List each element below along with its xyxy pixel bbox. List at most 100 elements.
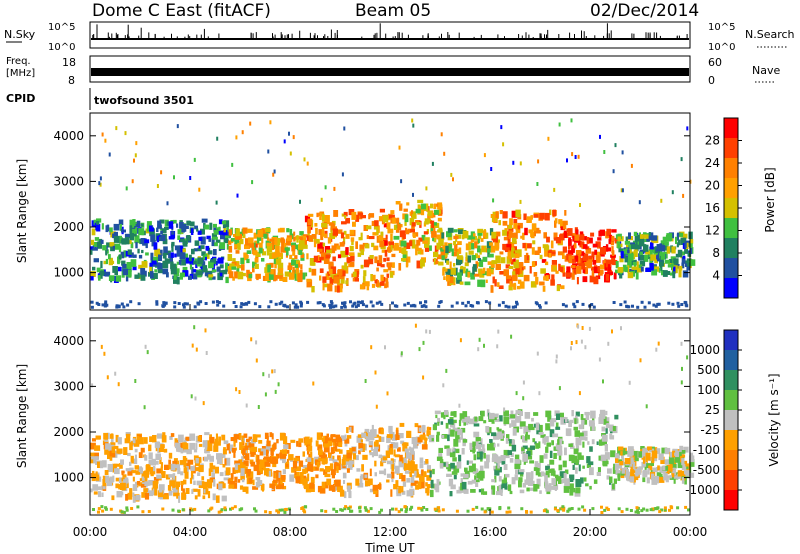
heatmap-cell bbox=[273, 277, 277, 282]
heatmap-cell bbox=[617, 473, 621, 481]
heatmap-cell bbox=[125, 433, 131, 442]
heatmap-cell bbox=[141, 510, 145, 514]
heatmap-cell bbox=[519, 161, 522, 166]
heatmap-cell bbox=[129, 300, 133, 304]
heatmap-cell bbox=[484, 232, 489, 239]
heatmap-cell bbox=[589, 485, 592, 490]
heatmap-cell bbox=[322, 304, 326, 308]
heatmap-cell bbox=[533, 228, 536, 237]
heatmap-cell bbox=[640, 446, 645, 450]
heatmap-cell bbox=[518, 469, 525, 473]
heatmap-cell bbox=[323, 257, 330, 264]
heatmap-cell bbox=[589, 257, 594, 262]
heatmap-cell bbox=[369, 488, 374, 493]
heatmap-cell bbox=[373, 448, 378, 457]
heatmap-cell bbox=[317, 242, 324, 249]
heatmap-cell bbox=[378, 255, 383, 264]
heatmap-cell bbox=[568, 421, 572, 428]
heatmap-cell bbox=[321, 481, 327, 489]
heatmap-cell bbox=[254, 240, 259, 245]
heatmap-cell bbox=[364, 474, 368, 478]
heatmap-cell bbox=[266, 250, 270, 256]
velocity-heatmap bbox=[90, 323, 695, 514]
heatmap-cell bbox=[548, 253, 552, 258]
heatmap-cell bbox=[411, 222, 416, 227]
heatmap-cell bbox=[513, 218, 518, 223]
heatmap-cell bbox=[297, 273, 303, 282]
heatmap-cell bbox=[498, 507, 502, 511]
heatmap-cell bbox=[289, 474, 295, 482]
heatmap-cell bbox=[285, 463, 289, 468]
heatmap-cell bbox=[510, 414, 516, 419]
heatmap-cell bbox=[101, 509, 105, 513]
heatmap-cell bbox=[614, 143, 617, 148]
heatmap-cell bbox=[648, 232, 651, 236]
heatmap-cell bbox=[228, 484, 235, 489]
heatmap-cell bbox=[442, 245, 446, 250]
heatmap-cell bbox=[104, 470, 109, 475]
heatmap-cell bbox=[512, 428, 517, 436]
heatmap-cell bbox=[244, 445, 249, 450]
heatmap-cell bbox=[546, 410, 552, 415]
heatmap-cell bbox=[390, 244, 393, 251]
heatmap-cell bbox=[102, 479, 107, 487]
heatmap-cell bbox=[676, 264, 680, 269]
xtick-label: 20:00 bbox=[573, 525, 608, 539]
heatmap-cell bbox=[424, 241, 430, 248]
heatmap-cell bbox=[474, 273, 480, 277]
heatmap-cell bbox=[613, 478, 617, 484]
heatmap-cell bbox=[120, 228, 124, 233]
heatmap-cell bbox=[611, 229, 617, 233]
heatmap-cell bbox=[627, 450, 633, 457]
heatmap-cell bbox=[402, 442, 409, 446]
heatmap-cell bbox=[115, 305, 119, 309]
heatmap-cell bbox=[423, 231, 429, 235]
heatmap-cell bbox=[432, 424, 437, 431]
heatmap-cell bbox=[219, 472, 224, 477]
heatmap-cell bbox=[526, 487, 530, 492]
heatmap-cell bbox=[240, 302, 244, 306]
heatmap-cell bbox=[193, 507, 197, 511]
heatmap-cell bbox=[292, 251, 296, 256]
heatmap-cell bbox=[687, 252, 691, 257]
heatmap-cell bbox=[152, 490, 155, 496]
heatmap-cell bbox=[687, 508, 690, 512]
heatmap-cell bbox=[474, 241, 478, 249]
heatmap-cell bbox=[106, 432, 110, 440]
heatmap-cell bbox=[471, 304, 475, 308]
heatmap-cell bbox=[440, 247, 444, 252]
heatmap-cell bbox=[487, 443, 492, 451]
heatmap-cell bbox=[119, 463, 123, 469]
heatmap-cell bbox=[226, 443, 231, 451]
heatmap-cell bbox=[275, 245, 280, 254]
heatmap-cell bbox=[256, 236, 260, 244]
heatmap-cell bbox=[109, 507, 113, 511]
heatmap-cell bbox=[467, 255, 471, 263]
heatmap-cell bbox=[628, 244, 632, 252]
heatmap-cell bbox=[298, 460, 304, 467]
heatmap-cell bbox=[202, 255, 206, 260]
heatmap-cell bbox=[284, 247, 290, 251]
heatmap-cell bbox=[663, 508, 667, 512]
heatmap-cell bbox=[579, 203, 581, 207]
heatmap-cell bbox=[321, 222, 327, 228]
heatmap-cell bbox=[255, 243, 258, 248]
heatmap-cell bbox=[661, 447, 668, 454]
heatmap-cell bbox=[413, 480, 419, 484]
heatmap-cell bbox=[581, 302, 585, 306]
heatmap-cell bbox=[135, 227, 138, 234]
heatmap-cell bbox=[450, 267, 456, 275]
heatmap-cell bbox=[419, 301, 422, 305]
heatmap-cell bbox=[655, 347, 658, 352]
heatmap-cell bbox=[160, 230, 163, 235]
heatmap-cell bbox=[498, 285, 504, 289]
heatmap-cell bbox=[514, 463, 521, 470]
heatmap-cell bbox=[641, 462, 647, 468]
heatmap-cell bbox=[360, 439, 363, 443]
heatmap-cell bbox=[679, 451, 682, 460]
heatmap-cell bbox=[657, 341, 660, 346]
heatmap-cell bbox=[539, 281, 545, 286]
heatmap-cell bbox=[218, 230, 224, 235]
heatmap-cell bbox=[170, 433, 175, 437]
heatmap-cell bbox=[630, 462, 633, 467]
